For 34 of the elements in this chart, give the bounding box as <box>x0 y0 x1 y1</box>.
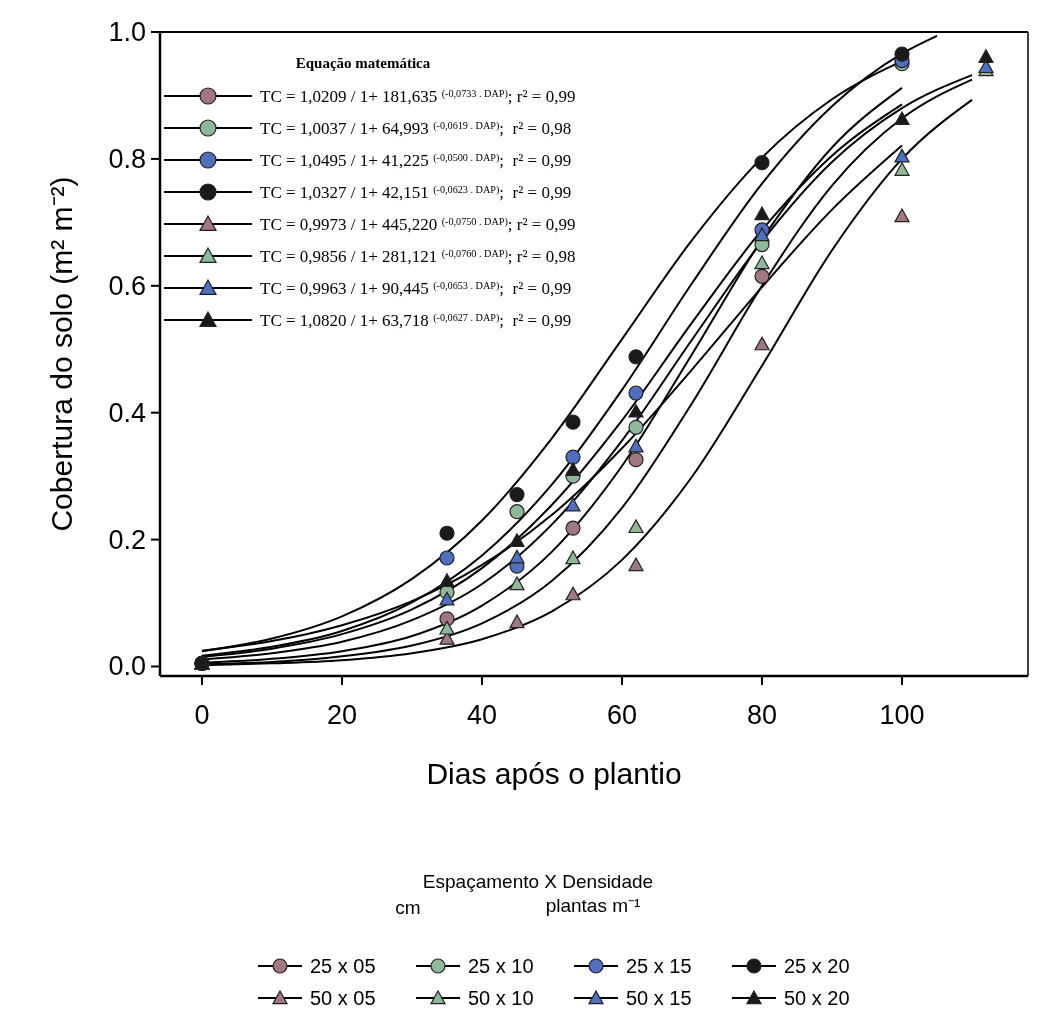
y-axis-title: Cobertura do solo (m² m⁻²) <box>45 176 78 532</box>
y-tick-label: 0.2 <box>108 524 146 555</box>
annotation: TC = 1,0495 / 1+ 41,225 $^{(-0,0500 . DAP)}$; r² = 0,99 <box>260 151 572 170</box>
annotation: TC = 1,0327 / 1+ 42,151 $^{(-0,0623 . DAP)}$; r² = 0,99 <box>260 183 572 202</box>
legend-label: 50 x 10 <box>468 987 534 1009</box>
y-tick-label: 0.6 <box>108 270 146 301</box>
annotation: TC = 1,0820 / 1+ 63,718 $^{(-0,0627 . DAP)}$; r² = 0,99 <box>260 311 572 330</box>
legend-label: 25 x 20 <box>784 955 850 977</box>
annotation: TC = 0,9973 / 1+ 445,220 $^{(-0,0750 . DAP)}$; r² = 0,99 <box>260 215 576 234</box>
legend-label: 50 x 05 <box>310 987 376 1009</box>
legend-title: Espaçamento X Densidade <box>422 871 654 892</box>
annotation: TC = 0,9856 / 1+ 281,121 $^{(-0,0760 . DAP)}$; r² = 0,98 <box>260 247 576 266</box>
legend-label: 25 x 10 <box>468 955 534 977</box>
x-tick-label: 40 <box>466 700 498 730</box>
annotation: TC = 0,9963 / 1+ 90,445 $^{(-0,0653 . DAP)}$; r² = 0,99 <box>260 279 572 298</box>
legend-label: 50 x 15 <box>626 987 692 1009</box>
y-tick-label: 1.0 <box>108 17 146 47</box>
y-tick-label: 0.8 <box>108 143 146 174</box>
x-tick-label: 20 <box>326 700 358 730</box>
y-tick-label: 0.4 <box>108 397 146 428</box>
x-tick-label: 0 <box>194 700 210 730</box>
legend-label: 25 x 05 <box>310 955 376 977</box>
text: plantas m⁻¹ <box>545 895 641 916</box>
legend-label: 50 x 20 <box>784 987 850 1009</box>
x-tick-label: 80 <box>746 700 778 730</box>
x-axis-title: Dias após o plantio <box>426 757 682 790</box>
x-tick-label: 100 <box>879 700 925 730</box>
x-tick-label: 60 <box>606 700 638 730</box>
legend-label: 25 x 15 <box>626 955 692 977</box>
annotation: TC = 1,0209 / 1+ 181,635 $^{(-0,0733 . DAP)}$; r² = 0,99 <box>260 87 576 106</box>
y-tick-label: 0.0 <box>108 651 146 682</box>
text: cm <box>395 897 421 918</box>
annotation: TC = 1,0037 / 1+ 64,993 $^{(-0,0619 . DAP)}$; r² = 0,98 <box>260 119 572 138</box>
annotation: Equação matemática <box>295 55 431 71</box>
